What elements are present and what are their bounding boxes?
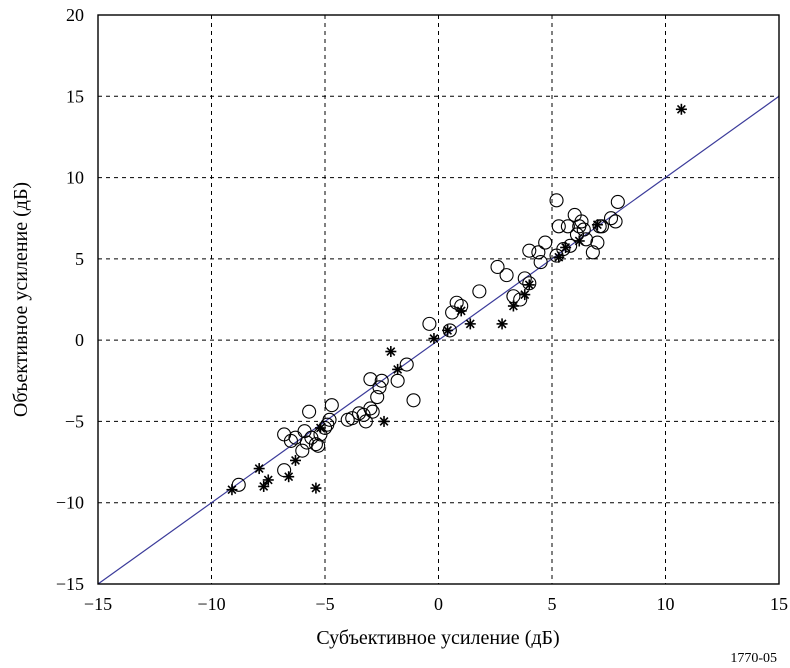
circle-point	[322, 412, 337, 427]
circle-point	[302, 404, 317, 419]
x-tick-label: −5	[315, 594, 334, 614]
star-point	[519, 289, 531, 301]
circle-point	[308, 437, 323, 452]
plot-frame	[97, 14, 780, 585]
circle-point	[531, 245, 546, 260]
circle-point	[365, 404, 380, 419]
figure-id: 1770-05	[730, 651, 777, 666]
x-tick-label: −15	[84, 594, 112, 614]
circle-point	[363, 372, 378, 387]
star-point	[591, 219, 603, 231]
circle-point	[549, 193, 564, 208]
star-point	[283, 471, 295, 483]
y-tick-label: −15	[56, 574, 84, 594]
circle-point	[490, 259, 505, 275]
circle-point	[538, 235, 553, 250]
y-tick-label: 5	[75, 249, 84, 269]
star-point	[464, 318, 476, 330]
star-point	[226, 484, 238, 496]
star-point	[560, 241, 572, 253]
circle-point	[363, 401, 378, 416]
y-tick-label: 15	[66, 86, 84, 106]
circle-point	[422, 316, 437, 331]
circle-point	[499, 268, 514, 283]
star-point	[253, 463, 265, 475]
star-point	[573, 235, 585, 247]
circle-point	[576, 222, 591, 237]
y-tick-label: 0	[75, 330, 84, 350]
x-tick-label: 10	[657, 594, 675, 614]
circle-point	[560, 219, 575, 234]
y-tick-label: −10	[56, 493, 84, 513]
y-tick-label: 10	[66, 168, 84, 188]
y-tick-label: 20	[66, 5, 84, 25]
circle-point	[603, 211, 619, 226]
star-point	[262, 474, 274, 486]
circle-point	[449, 295, 464, 310]
x-axis-title: Субъективное усиление (дБ)	[316, 627, 559, 649]
circle-point	[556, 242, 571, 257]
circle-point	[399, 357, 414, 372]
circle-point	[374, 373, 389, 388]
circle-point	[551, 219, 566, 234]
circle-point	[311, 438, 326, 453]
star-point	[455, 305, 467, 317]
circle-point	[358, 414, 373, 429]
star-point	[507, 300, 519, 312]
star-point	[258, 480, 270, 492]
y-tick-label: −5	[65, 411, 84, 431]
star-point	[378, 415, 390, 427]
star-point	[523, 279, 535, 291]
circle-point	[608, 214, 623, 229]
circle-point	[283, 433, 299, 448]
circle-point	[522, 243, 537, 258]
star-point	[496, 318, 508, 330]
tick-labels: −15 −10 −5 0 5 10 15 −15 −10 −5 0 5 10 15 20	[56, 5, 788, 614]
x-tick-label: 5	[548, 594, 557, 614]
circle-point	[299, 435, 314, 450]
data-points	[226, 103, 687, 496]
circle-point	[295, 443, 310, 458]
circle-point	[472, 284, 487, 299]
circle-point	[610, 194, 625, 210]
circle-point	[585, 245, 600, 260]
circle-point	[324, 398, 339, 413]
x-tick-label: −10	[197, 594, 225, 614]
circle-point	[372, 380, 387, 395]
circle-point	[574, 214, 589, 229]
star-point	[428, 333, 440, 345]
y-axis-title: Объективное усиление (дБ)	[10, 182, 32, 417]
star-point	[314, 422, 326, 434]
grid-lines	[98, 15, 779, 584]
circle-point	[533, 255, 548, 270]
x-tick-label: 0	[434, 594, 443, 614]
star-point	[675, 103, 687, 115]
star-point	[289, 454, 301, 466]
circle-point	[513, 292, 528, 307]
star-point	[385, 346, 397, 358]
circle-point	[390, 373, 405, 388]
reference-line	[97, 95, 780, 585]
star-point	[392, 363, 404, 375]
x-tick-label: 15	[770, 594, 788, 614]
circle-point	[370, 389, 385, 405]
star-point	[553, 251, 565, 263]
circle-point	[406, 393, 421, 408]
star-point	[310, 482, 322, 494]
star-point	[442, 324, 454, 336]
circle-point	[590, 235, 605, 250]
